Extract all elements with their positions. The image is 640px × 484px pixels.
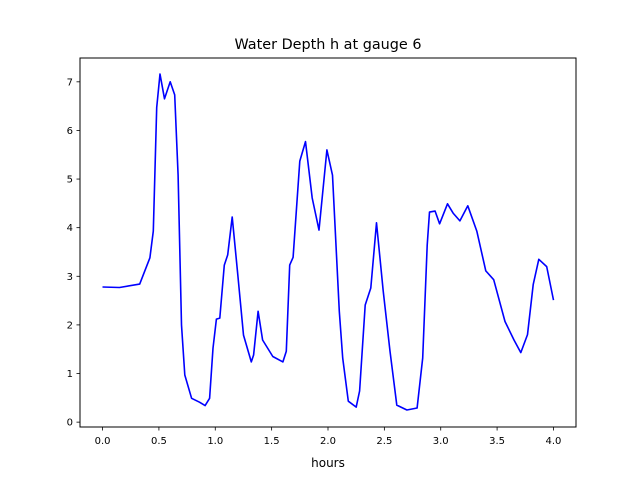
x-axis-label: hours — [311, 456, 345, 470]
x-tick-label: 0.5 — [151, 436, 167, 447]
y-tick-label: 5 — [67, 175, 73, 186]
series-line-h — [102, 73, 555, 411]
x-tick-label: 1.0 — [207, 436, 223, 447]
chart-title: Water Depth h at gauge 6 — [234, 37, 421, 53]
y-tick-label: 1 — [67, 369, 73, 380]
plot-area — [102, 73, 555, 411]
y-tick-label: 0 — [67, 418, 73, 429]
y-axis: 0 1 2 3 4 5 6 7 — [67, 77, 80, 429]
y-tick-label: 6 — [67, 126, 73, 137]
x-tick-label: 1.5 — [264, 436, 280, 447]
x-tick-label: 2.5 — [376, 436, 392, 447]
x-axis: 0.0 0.5 1.0 1.5 2.0 2.5 3.0 3.5 4.0 — [95, 427, 562, 447]
axes-frame — [79, 57, 577, 428]
y-tick-label: 4 — [67, 223, 73, 234]
y-tick-label: 2 — [67, 320, 73, 331]
x-tick-label: 3.0 — [433, 436, 449, 447]
x-tick-label: 2.0 — [320, 436, 336, 447]
x-tick-label: 3.5 — [489, 436, 505, 447]
y-tick-label: 7 — [67, 77, 73, 88]
x-tick-label: 4.0 — [546, 436, 562, 447]
y-tick-label: 3 — [67, 272, 73, 283]
x-tick-label: 0.0 — [95, 436, 111, 447]
